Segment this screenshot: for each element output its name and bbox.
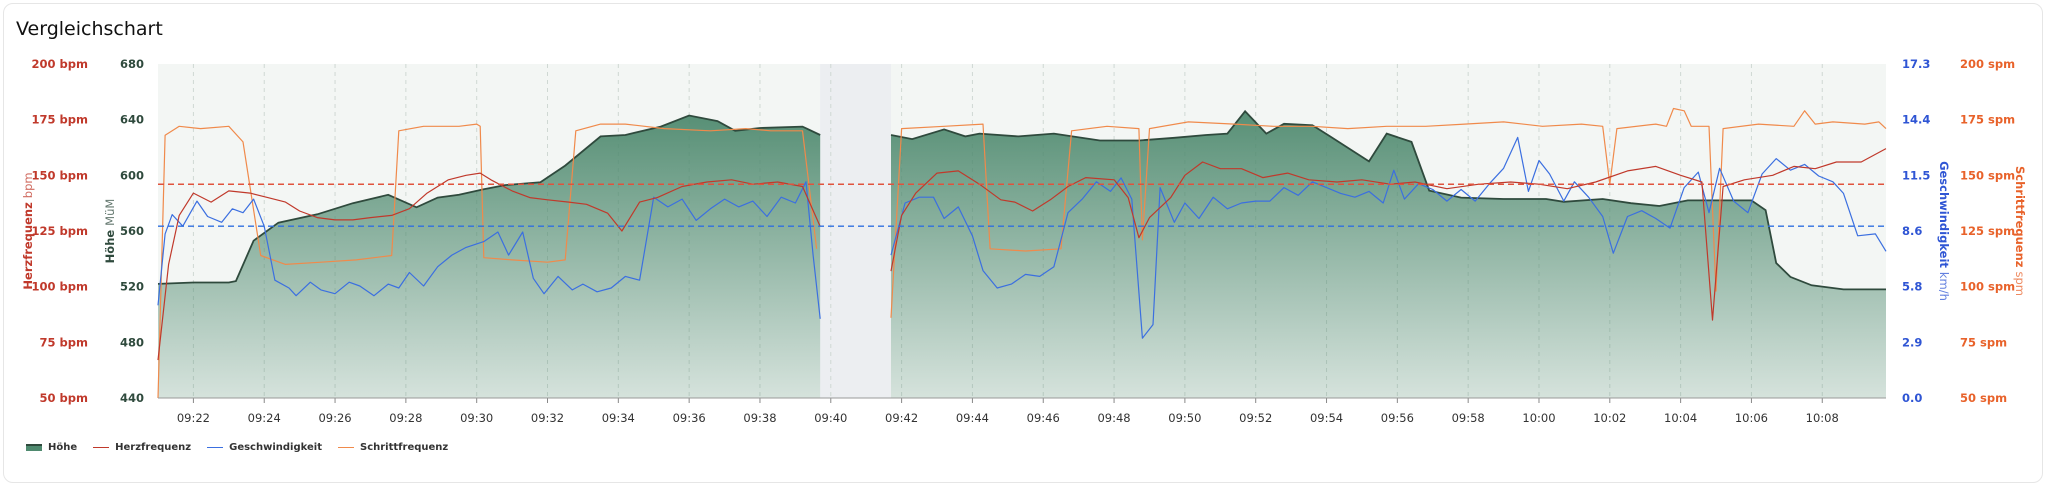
schrittfrequenz-line — [890, 107, 1887, 318]
legend-label-herzfrequenz: Herzfrequenz — [115, 442, 192, 453]
heart-rate-axis-title-unit: bpm — [21, 172, 35, 198]
x-tick-label: 09:44 — [956, 411, 989, 425]
x-tick-label: 09:58 — [1452, 411, 1485, 425]
x-tick-label: 09:34 — [602, 411, 635, 425]
altitude-line — [157, 114, 821, 285]
altitude-area — [158, 115, 821, 398]
legend: Höhe Herzfrequenz Geschwindigkeit Schrit… — [26, 442, 448, 453]
herzfrequenz-line — [890, 148, 1887, 321]
speed-axis-tick-label: 17.3 — [1902, 57, 1930, 71]
cadence-axis-tick-label: 50 spm — [1960, 391, 2007, 405]
cadence-axis-tick-label: 150 spm — [1960, 168, 2015, 182]
heart-rate-axis-tick-label: 100 bpm — [32, 280, 88, 294]
legend-item-herzfrequenz[interactable]: Herzfrequenz — [93, 442, 191, 453]
x-tick-label: 09:36 — [673, 411, 706, 425]
altitude-axis-tick-label: 520 — [120, 280, 144, 294]
cadence-axis-tick-label: 175 spm — [1960, 113, 2015, 127]
altitude-axis-title-main: Höhe — [103, 226, 117, 264]
legend-swatch-hoehe — [26, 444, 42, 451]
pause-gap — [820, 64, 891, 398]
x-tick-label: 09:40 — [814, 411, 847, 425]
x-tick-label: 10:00 — [1522, 411, 1555, 425]
heart-rate-axis-tick-label: 50 bpm — [40, 391, 88, 405]
x-tick-label: 09:30 — [460, 411, 493, 425]
x-tick-label: 09:56 — [1381, 411, 1414, 425]
x-tick-label: 10:06 — [1735, 411, 1768, 425]
x-tick-label: 09:54 — [1310, 411, 1343, 425]
x-tick-label: 09:42 — [885, 411, 918, 425]
x-tick-label: 10:02 — [1593, 411, 1626, 425]
speed-axis-tick-label: 14.4 — [1902, 113, 1930, 127]
x-tick-label: 09:26 — [318, 411, 351, 425]
heart-rate-axis-tick-label: 75 bpm — [40, 335, 88, 349]
speed-axis-title-unit: km/h — [1937, 272, 1951, 301]
cadence-axis-title-main: Schrittfrequenz — [2013, 166, 2027, 271]
heart-rate-axis-tick-label: 125 bpm — [32, 224, 88, 238]
altitude-area — [890, 111, 1886, 399]
cadence-axis-tick-label: 125 spm — [1960, 224, 2015, 238]
x-tick-label: 09:22 — [177, 411, 210, 425]
altitude-line — [890, 109, 1886, 291]
legend-item-schrittfrequenz[interactable]: Schrittfrequenz — [338, 442, 448, 453]
legend-label-hoehe: Höhe — [48, 442, 78, 453]
geschwindigkeit-line — [157, 181, 821, 319]
chart-title: Vergleichschart — [16, 18, 163, 40]
legend-swatch-herzfrequenz — [93, 447, 110, 448]
schrittfrequenz-line — [157, 123, 818, 399]
legend-item-hoehe[interactable]: Höhe — [26, 442, 77, 453]
x-tick-label: 09:46 — [1027, 411, 1060, 425]
speed-axis-tick-label: 2.9 — [1902, 335, 1922, 349]
x-tick-label: 09:24 — [248, 411, 281, 425]
legend-label-geschwindigkeit: Geschwindigkeit — [229, 442, 322, 453]
speed-axis-title: Geschwindigkeit km/h — [1937, 161, 1951, 301]
altitude-axis-tick-label: 600 — [120, 168, 144, 182]
cadence-axis-title-unit: spm — [2013, 271, 2027, 296]
legend-swatch-schrittfrequenz — [338, 447, 354, 448]
altitude-axis-tick-label: 480 — [120, 335, 144, 349]
geschwindigkeit-line — [890, 136, 1887, 339]
speed-axis-tick-label: 5.8 — [1902, 280, 1922, 294]
altitude-axis-title-unit: MüM — [103, 199, 117, 226]
x-tick-label: 09:48 — [1097, 411, 1130, 425]
speed-axis-tick-label: 8.6 — [1902, 224, 1922, 238]
speed-axis-title-main: Geschwindigkeit — [1937, 161, 1951, 272]
altitude-axis-tick-label: 640 — [120, 113, 144, 127]
cadence-axis-tick-label: 100 spm — [1960, 280, 2015, 294]
x-tick-label: 10:04 — [1664, 411, 1697, 425]
herzfrequenz-line — [157, 172, 821, 361]
legend-swatch-geschwindigkeit — [207, 447, 224, 448]
x-tick-label: 09:52 — [1239, 411, 1272, 425]
x-tick-label: 09:38 — [743, 411, 776, 425]
heart-rate-axis-title-main: Herzfrequenz — [21, 198, 35, 289]
cadence-axis-tick-label: 75 spm — [1960, 335, 2007, 349]
heart-rate-axis-title: Herzfrequenz bpm — [21, 172, 35, 289]
speed-axis-tick-label: 11.5 — [1902, 168, 1930, 182]
heart-rate-axis-tick-label: 200 bpm — [32, 57, 88, 71]
speed-axis-tick-label: 0.0 — [1902, 391, 1922, 405]
altitude-axis-tick-label: 560 — [120, 224, 144, 238]
legend-item-geschwindigkeit[interactable]: Geschwindigkeit — [207, 442, 322, 453]
cadence-axis-title: Schrittfrequenz spm — [2013, 166, 2027, 296]
cadence-axis-tick-label: 200 spm — [1960, 57, 2015, 71]
x-tick-label: 09:50 — [1168, 411, 1201, 425]
altitude-axis-tick-label: 440 — [120, 391, 144, 405]
altitude-axis-title: Höhe MüM — [103, 199, 117, 264]
x-tick-label: 09:28 — [389, 411, 422, 425]
legend-label-schrittfrequenz: Schrittfrequenz — [360, 442, 449, 453]
altitude-axis-tick-label: 680 — [120, 57, 144, 71]
heart-rate-axis-tick-label: 150 bpm — [32, 168, 88, 182]
heart-rate-axis-tick-label: 175 bpm — [32, 113, 88, 127]
x-tick-label: 09:32 — [531, 411, 564, 425]
x-tick-label: 10:08 — [1806, 411, 1839, 425]
